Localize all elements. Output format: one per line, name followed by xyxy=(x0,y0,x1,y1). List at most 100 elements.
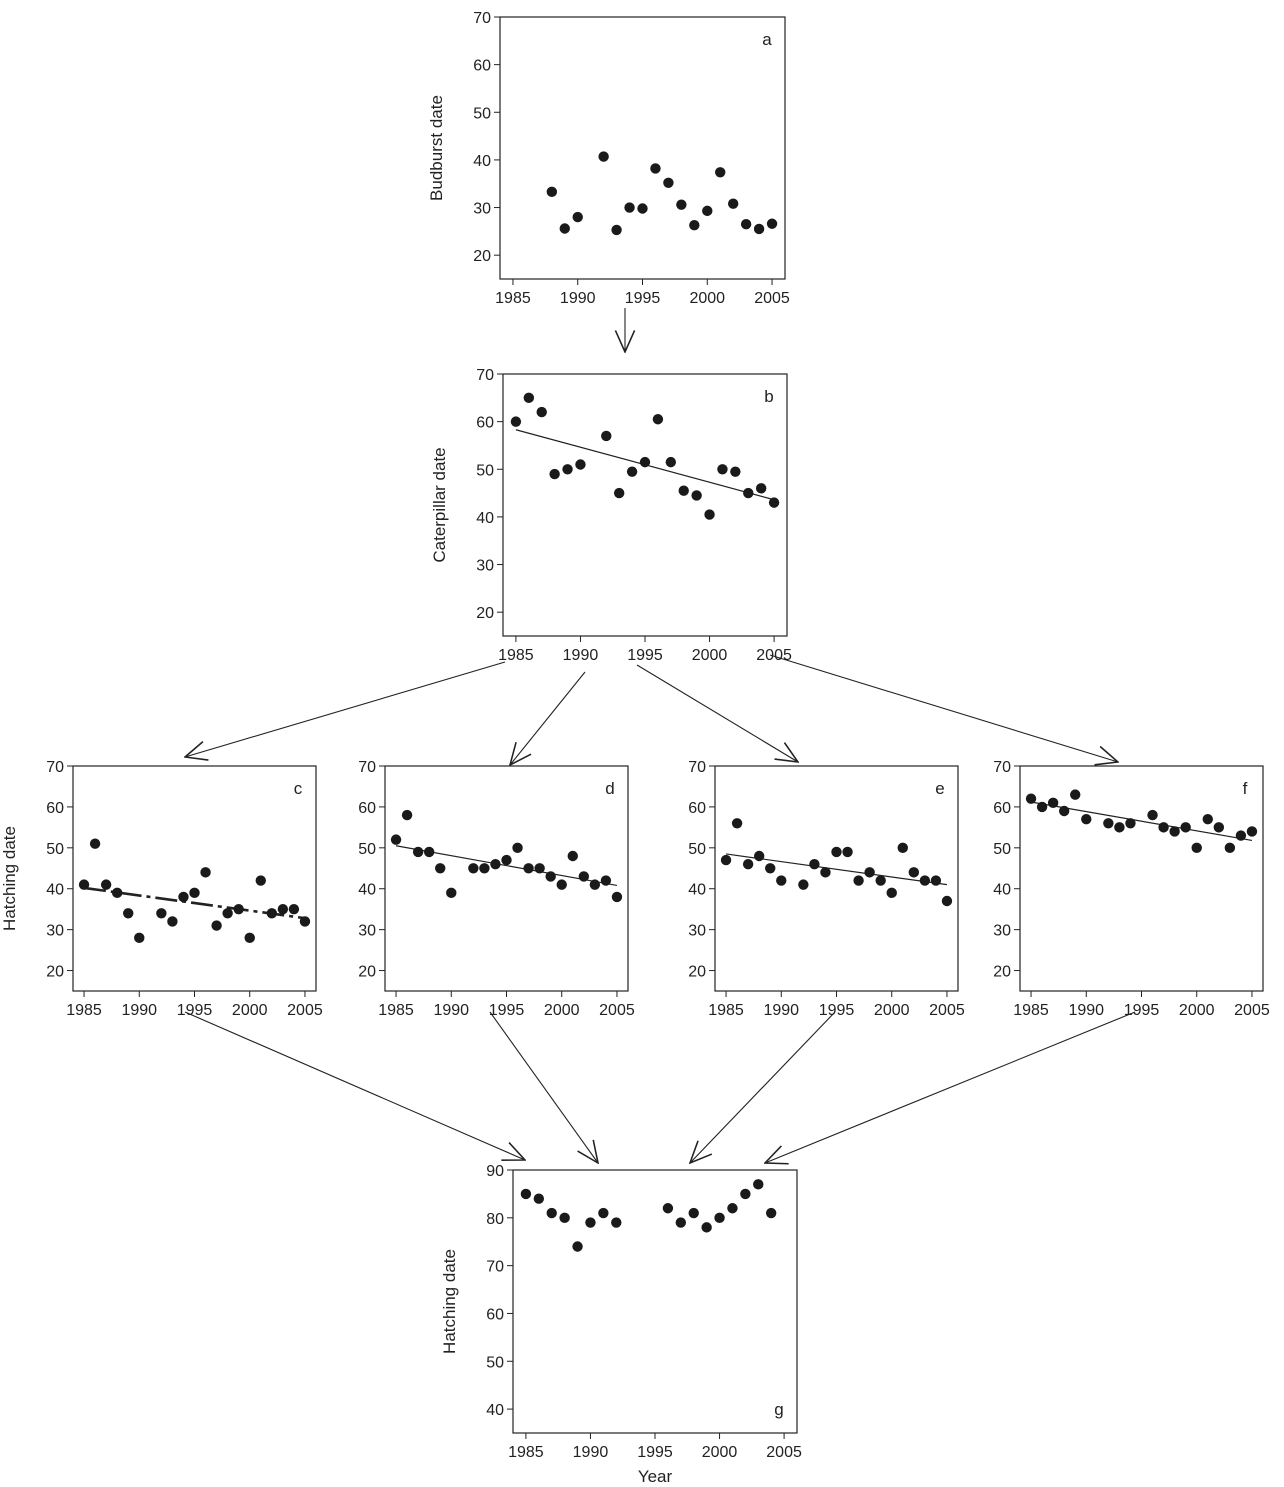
data-point xyxy=(556,879,567,890)
data-point xyxy=(89,838,101,849)
y-tick-label: 30 xyxy=(46,923,64,940)
y-tick-label: 60 xyxy=(358,800,376,817)
y-tick-label: 40 xyxy=(476,510,494,527)
panel-a: 20 30 40 50 60 70 1985 1990 1995 2000 2005 Budburst… xyxy=(427,10,790,307)
data-point xyxy=(701,1222,712,1233)
panel-letter: b xyxy=(764,387,773,406)
data-point xyxy=(523,392,535,404)
y-tick-label: 70 xyxy=(473,10,491,27)
data-point xyxy=(678,485,689,496)
data-point xyxy=(510,416,522,427)
data-point xyxy=(423,846,435,858)
y-tick-label: 20 xyxy=(688,964,706,981)
data-point xyxy=(691,490,702,501)
y-tick-label: 30 xyxy=(358,923,376,940)
data-point xyxy=(1191,842,1202,854)
y-tick-label: 70 xyxy=(476,367,494,384)
plot-frame xyxy=(499,16,786,280)
data-point xyxy=(714,1212,725,1224)
data-point xyxy=(639,456,651,468)
x-tick-label: 1990 xyxy=(573,1444,609,1461)
data-point xyxy=(412,846,424,858)
y-tick-label: 50 xyxy=(46,841,64,858)
x-tick-label: 2005 xyxy=(756,647,792,664)
data-point xyxy=(601,430,612,442)
data-point xyxy=(1224,842,1236,854)
x-tick-label: 2000 xyxy=(232,1002,268,1019)
x-tick-label: 1995 xyxy=(177,1002,213,1019)
data-point xyxy=(704,509,715,520)
y-tick-label: 60 xyxy=(993,800,1011,817)
data-point xyxy=(662,1203,674,1214)
data-point xyxy=(578,871,590,882)
data-point xyxy=(572,211,583,223)
data-point xyxy=(390,834,402,845)
y-tick-label: 70 xyxy=(993,759,1011,776)
data-point xyxy=(1047,797,1059,809)
data-point xyxy=(753,850,765,862)
data-point xyxy=(613,487,625,499)
data-point xyxy=(123,908,134,919)
x-tick-label: 2000 xyxy=(692,647,728,664)
panel-c: 20 30 40 50 60 70 1985 1990 1995 2000 2005 Hatching… xyxy=(0,759,323,1019)
data-point xyxy=(277,903,289,915)
data-point xyxy=(589,879,601,890)
data-point xyxy=(842,846,853,858)
y-tick-label: 30 xyxy=(476,558,494,575)
data-point xyxy=(490,858,501,870)
data-point xyxy=(233,903,244,915)
data-point xyxy=(753,223,765,235)
data-point xyxy=(730,466,741,477)
data-point xyxy=(536,406,547,418)
x-tick-label: 2000 xyxy=(874,1002,910,1019)
x-tick-label: 1995 xyxy=(627,647,663,664)
x-tick-label: 1985 xyxy=(708,1002,744,1019)
x-tick-label: 1995 xyxy=(819,1002,855,1019)
plot-frame xyxy=(512,1169,798,1434)
y-tick-label: 70 xyxy=(46,759,64,776)
y-tick-label: 50 xyxy=(473,105,491,122)
x-tick-label: 1995 xyxy=(1124,1002,1160,1019)
x-tick-label: 2005 xyxy=(1234,1002,1270,1019)
y-tick-label: 40 xyxy=(358,882,376,899)
data-point xyxy=(875,875,886,886)
data-point xyxy=(501,854,512,866)
x-tick-label: 1985 xyxy=(495,290,531,307)
data-point xyxy=(1058,805,1070,817)
data-point xyxy=(908,867,920,878)
data-point xyxy=(731,818,743,829)
x-tick-label: 1985 xyxy=(498,647,534,664)
x-tick-label: 1990 xyxy=(560,290,596,307)
flow-arrow xyxy=(636,664,798,762)
x-tick-label: 1990 xyxy=(1068,1002,1104,1019)
x-tick-label: 1990 xyxy=(121,1002,157,1019)
data-point xyxy=(765,1207,777,1219)
x-tick-label: 2005 xyxy=(766,1444,802,1461)
data-point xyxy=(689,219,700,231)
data-point xyxy=(768,497,780,508)
y-tick-label: 40 xyxy=(486,1402,504,1419)
data-point xyxy=(266,908,278,919)
y-tick-label: 40 xyxy=(473,153,491,170)
data-point xyxy=(189,887,200,899)
x-tick-label: 2000 xyxy=(1179,1002,1215,1019)
data-point xyxy=(244,932,255,944)
data-point xyxy=(446,887,457,899)
panel-letter: a xyxy=(762,30,772,49)
data-point xyxy=(743,487,754,499)
data-point xyxy=(1147,809,1158,821)
y-tick-label: 50 xyxy=(358,841,376,858)
data-point xyxy=(1246,826,1258,837)
data-point xyxy=(1169,826,1180,837)
data-point xyxy=(211,920,222,931)
x-tick-label: 2000 xyxy=(544,1002,580,1019)
y-tick-label: 40 xyxy=(688,882,706,899)
data-point xyxy=(78,879,90,890)
data-point xyxy=(720,854,732,866)
y-tick-label: 20 xyxy=(476,605,494,622)
figure-x-axis-label: Year xyxy=(638,1467,673,1486)
data-point xyxy=(559,1212,570,1224)
data-point xyxy=(626,466,638,477)
data-point xyxy=(624,202,635,213)
